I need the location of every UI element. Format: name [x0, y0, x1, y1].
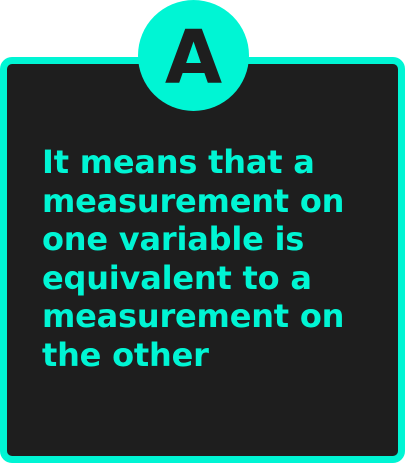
- option-letter-badge: A: [138, 0, 249, 111]
- answer-text: It means that a measurement on one varia…: [42, 143, 345, 374]
- option-letter: A: [164, 14, 223, 101]
